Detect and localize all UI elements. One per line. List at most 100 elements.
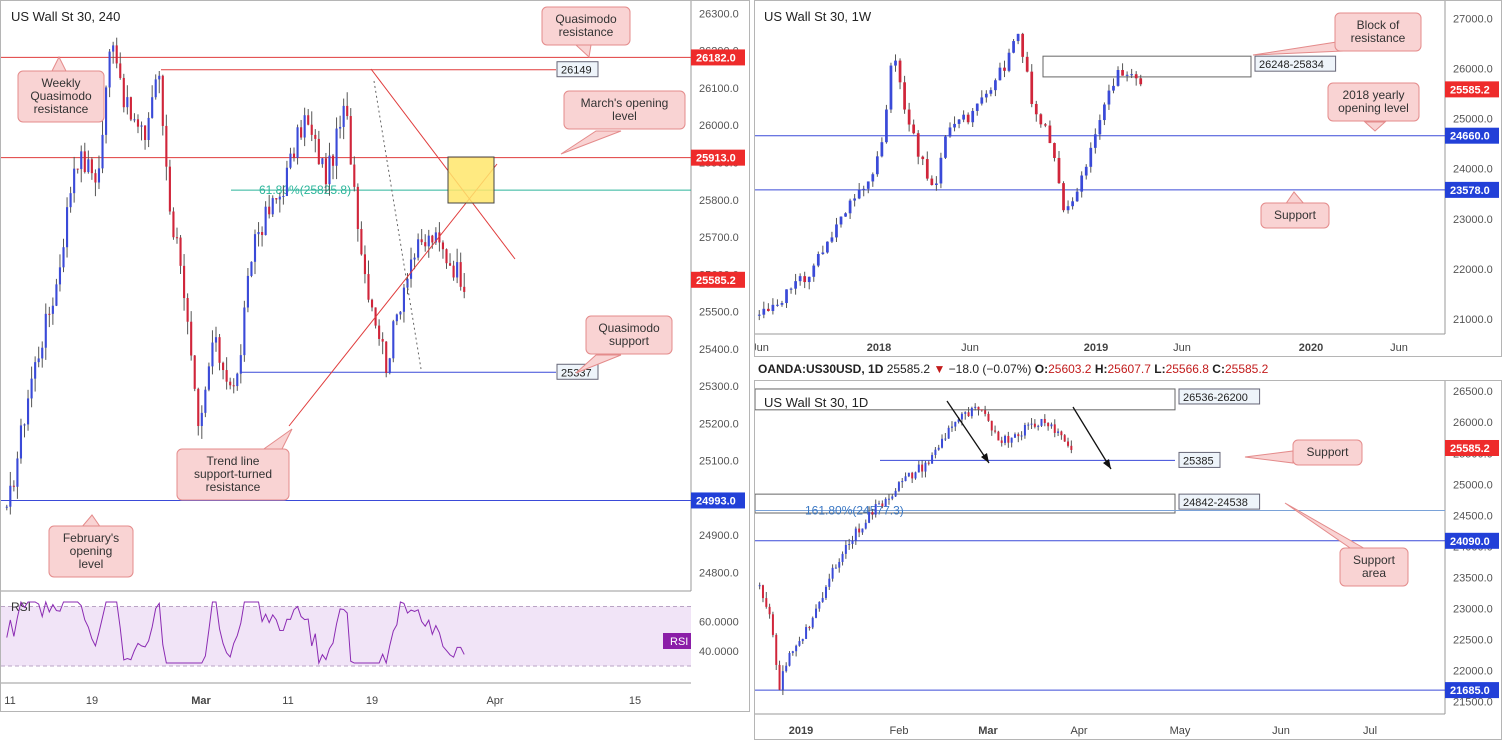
w1-candle-body: [785, 289, 788, 304]
d1-candle-body: [878, 503, 881, 505]
h4-candle-body: [441, 242, 445, 250]
h4-candle-body: [126, 97, 129, 108]
w1-candle-body: [871, 174, 875, 182]
w1-candle-body: [780, 303, 784, 305]
d1-x-tick-label: May: [1170, 725, 1191, 737]
h4-y-tick-label: 25300.0: [699, 381, 739, 393]
h4-callout-box: [48, 525, 134, 578]
w1-callout-text: 2018 yearly: [1342, 88, 1404, 102]
w1-candle-body: [1093, 134, 1097, 148]
h4-candle-body: [448, 263, 452, 266]
h4-callout-text: Quasimodo: [598, 321, 660, 335]
d1-candle-body: [1023, 424, 1026, 436]
h4-candle-body: [360, 228, 363, 255]
h4-candle-body: [452, 265, 455, 278]
h4-candle-body: [243, 307, 246, 356]
h4-x-tick-label: 11: [4, 695, 15, 707]
d1-level-label-box: [1178, 388, 1261, 405]
h4-callout-text: level: [612, 109, 637, 123]
h4-candle-body: [207, 366, 210, 390]
h4-price-tag: [691, 49, 745, 66]
d1-candle-body: [805, 627, 808, 639]
h4-callout-text: resistance: [34, 102, 89, 116]
h4-candle-body: [271, 198, 274, 215]
d1-level-label-box: [1178, 451, 1221, 468]
w1-price-tag-label: 25585.2: [1450, 84, 1490, 96]
down-arrow-icon: ▼: [933, 362, 946, 376]
h4-candle-body: [296, 127, 299, 158]
d1-candle-body: [887, 498, 890, 500]
h4-candle-body: [427, 235, 430, 247]
chart-4h-svg[interactable]: 26300.026200.026100.026000.025900.025800…: [1, 1, 750, 712]
w1-candle-body: [1034, 103, 1038, 115]
d1-candle-body: [1040, 418, 1043, 426]
h4-x-tick-label: 11: [282, 695, 293, 707]
w1-resistance-block: [1042, 55, 1252, 78]
h4-trendline-support: [288, 163, 498, 427]
h4-callout-pointer: [560, 130, 622, 155]
h4-rsi-line: [6, 600, 465, 665]
h4-candle-body: [402, 287, 406, 312]
d1-candle-body: [1017, 434, 1020, 437]
w1-candle-body: [1112, 85, 1115, 91]
d1-resistance-zone: [755, 388, 1176, 411]
h4-candle-body: [236, 373, 239, 387]
d1-candle-body: [778, 664, 781, 690]
w1-candle-body: [1071, 201, 1074, 207]
d1-candle-body: [785, 665, 788, 672]
d1-candle-body: [934, 449, 937, 455]
w1-candle-body: [998, 67, 1002, 81]
h4-candle-body: [5, 506, 8, 508]
h4-candle-body: [218, 337, 221, 363]
h4-candle-body: [26, 398, 30, 425]
d1-candle-body: [964, 412, 967, 414]
h4-callout-text: February's: [63, 531, 119, 545]
ohlc-low-label: L:: [1154, 362, 1166, 376]
d1-candle-body: [844, 545, 847, 554]
h4-candle-body: [232, 385, 235, 387]
d1-candle-body: [897, 482, 900, 491]
d1-candle-body: [947, 427, 950, 439]
d1-candle-body: [1020, 435, 1023, 437]
h4-candle-body: [140, 125, 143, 127]
h4-candle-body: [434, 232, 437, 243]
d1-candle-body: [815, 608, 818, 618]
h4-candle-body: [158, 75, 161, 80]
d1-price-tag-label: 25585.2: [1450, 443, 1490, 455]
d1-candle-body: [768, 606, 771, 615]
h4-candle-body: [30, 378, 33, 399]
chart-weekly-svg[interactable]: 27000.0 26000.0 25000.0 24000.0 23000.0 22000…: [755, 1, 1502, 357]
d1-candle-body: [811, 617, 814, 628]
w1-candle-body: [1053, 143, 1056, 158]
h4-candle-body: [65, 207, 69, 248]
w1-candle-body: [848, 200, 852, 214]
d1-callout-pointer: [1244, 450, 1294, 464]
h4-candle-body: [378, 325, 381, 339]
d1-candle-body: [980, 409, 983, 411]
w1-price-tag: [1445, 181, 1499, 198]
chart-daily-svg[interactable]: 26500.026000.025500.025000.024500.024000…: [755, 381, 1502, 740]
h4-y-tick-label: 25400.0: [699, 344, 739, 356]
d1-arrow-shaft-1: [946, 400, 990, 464]
d1-candle-body: [1033, 423, 1036, 427]
h4-candle-body: [62, 247, 65, 268]
h4-candle-body: [222, 362, 225, 371]
w1-callout-text: resistance: [1351, 31, 1406, 45]
d1-candle-body: [861, 528, 864, 533]
chart-panel-daily[interactable]: 26500.026000.025500.025000.024500.024000…: [754, 380, 1502, 740]
d1-candle-body: [1013, 434, 1016, 438]
ohlc-low: 25566.8: [1165, 362, 1209, 376]
h4-x-tick-label: Apr: [486, 695, 503, 707]
h4-candle-body: [399, 311, 402, 315]
h4-price-tag-label: 25913.0: [696, 153, 736, 165]
chart-panel-4h[interactable]: 26300.026200.026100.026000.025900.025800…: [0, 0, 750, 712]
d1-callout-text: area: [1362, 566, 1386, 580]
w1-candle-body: [1089, 147, 1093, 167]
chart-panel-weekly[interactable]: 27000.0 26000.0 25000.0 24000.0 23000.0 22000…: [754, 0, 1502, 357]
w1-candle-body: [989, 90, 993, 94]
h4-candle-body: [417, 239, 420, 258]
d1-candle-body: [828, 578, 831, 587]
w1-y-tick-label: 23000.0: [1453, 214, 1493, 226]
d1-candle-body: [1043, 418, 1046, 423]
d1-callout-pointer: [1284, 502, 1369, 551]
